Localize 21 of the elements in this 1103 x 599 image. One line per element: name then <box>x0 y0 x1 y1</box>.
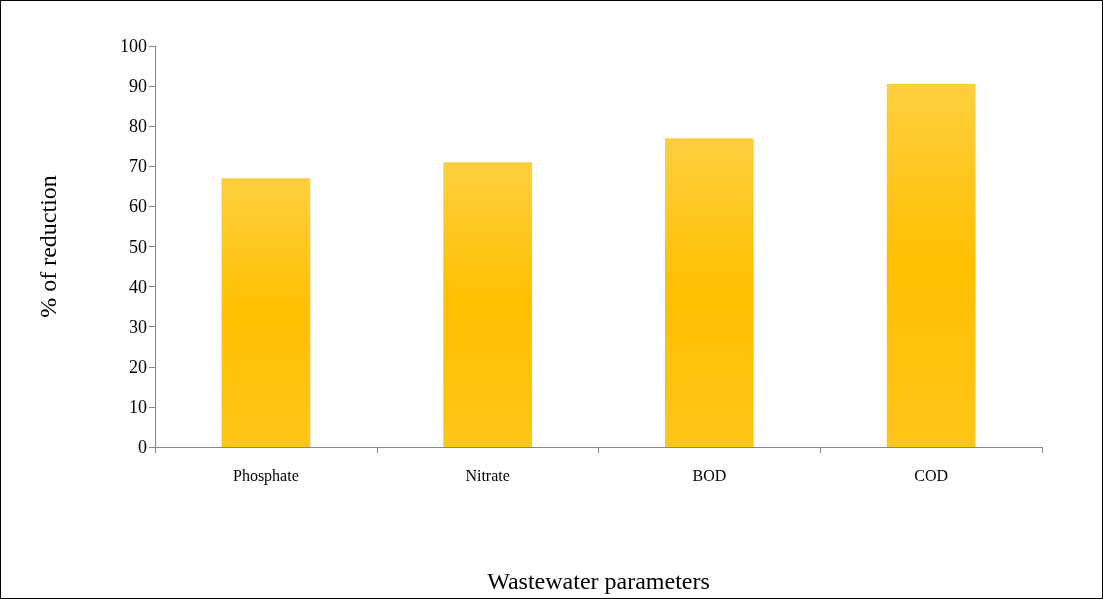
y-tick-label: 50 <box>129 236 147 257</box>
y-tick-label: 0 <box>138 437 147 457</box>
x-tick-label: COD <box>914 466 949 484</box>
x-tick-label: Nitrate <box>465 466 510 484</box>
y-tick-label: 10 <box>129 396 147 417</box>
y-tick-label: 40 <box>129 276 147 297</box>
x-tick-label: Phosphate <box>232 466 299 485</box>
y-tick-label: 70 <box>129 156 147 177</box>
x-axis-title: Wastewater parameters <box>487 568 710 594</box>
y-tick-label: 20 <box>129 356 147 377</box>
y-axis-title: % of reduction <box>35 175 61 318</box>
y-tick-label: 100 <box>120 36 147 56</box>
y-tick-label: 80 <box>129 116 147 137</box>
bar <box>665 138 754 447</box>
y-tick-label: 90 <box>129 76 147 97</box>
x-tick-label: BOD <box>692 466 727 484</box>
bar <box>221 178 311 447</box>
bar <box>886 84 976 447</box>
bar <box>443 162 532 447</box>
y-tick-label: 60 <box>129 196 147 217</box>
y-tick-label: 30 <box>129 316 147 337</box>
